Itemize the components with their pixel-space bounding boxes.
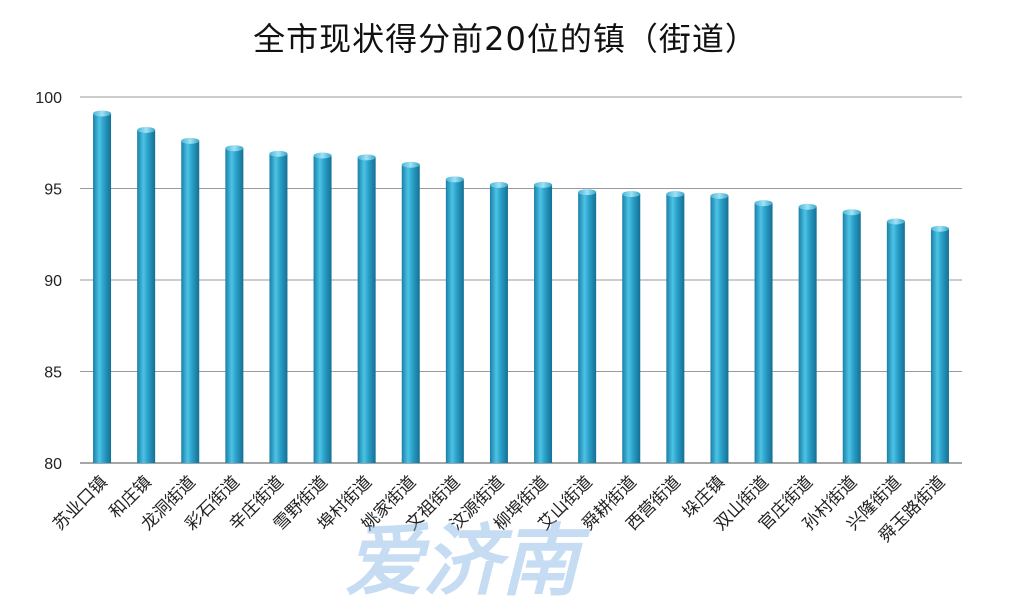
bar [578,189,597,463]
bar [313,152,332,463]
bar [534,181,553,463]
bar [93,110,112,463]
bar [842,209,861,463]
y-tick-label: 85 [44,365,62,382]
bar [401,161,420,463]
bar [489,181,508,463]
bar [357,154,376,463]
bar [181,137,200,464]
bar [710,192,729,463]
bar [754,200,773,463]
y-axis-ticks: 80 85 90 95 100 [35,90,62,473]
y-tick-label: 100 [35,90,62,107]
bar [622,190,641,464]
y-tick-label: 80 [44,456,62,473]
x-tick-label: 苏业口镇 [49,472,111,534]
bar [445,176,464,463]
bar [798,203,817,464]
y-tick-label: 95 [44,182,62,199]
bar [137,126,156,463]
gridlines [80,96,962,464]
watermark-text: 爱济南 [345,517,591,607]
bar [225,145,244,464]
bar [886,218,905,463]
bar [269,150,288,464]
bars [93,110,949,464]
y-tick-label: 90 [44,273,62,290]
chart-title: 全市现状得分前20位的镇（街道） [253,20,758,58]
bar [666,190,685,464]
bar [930,225,949,463]
